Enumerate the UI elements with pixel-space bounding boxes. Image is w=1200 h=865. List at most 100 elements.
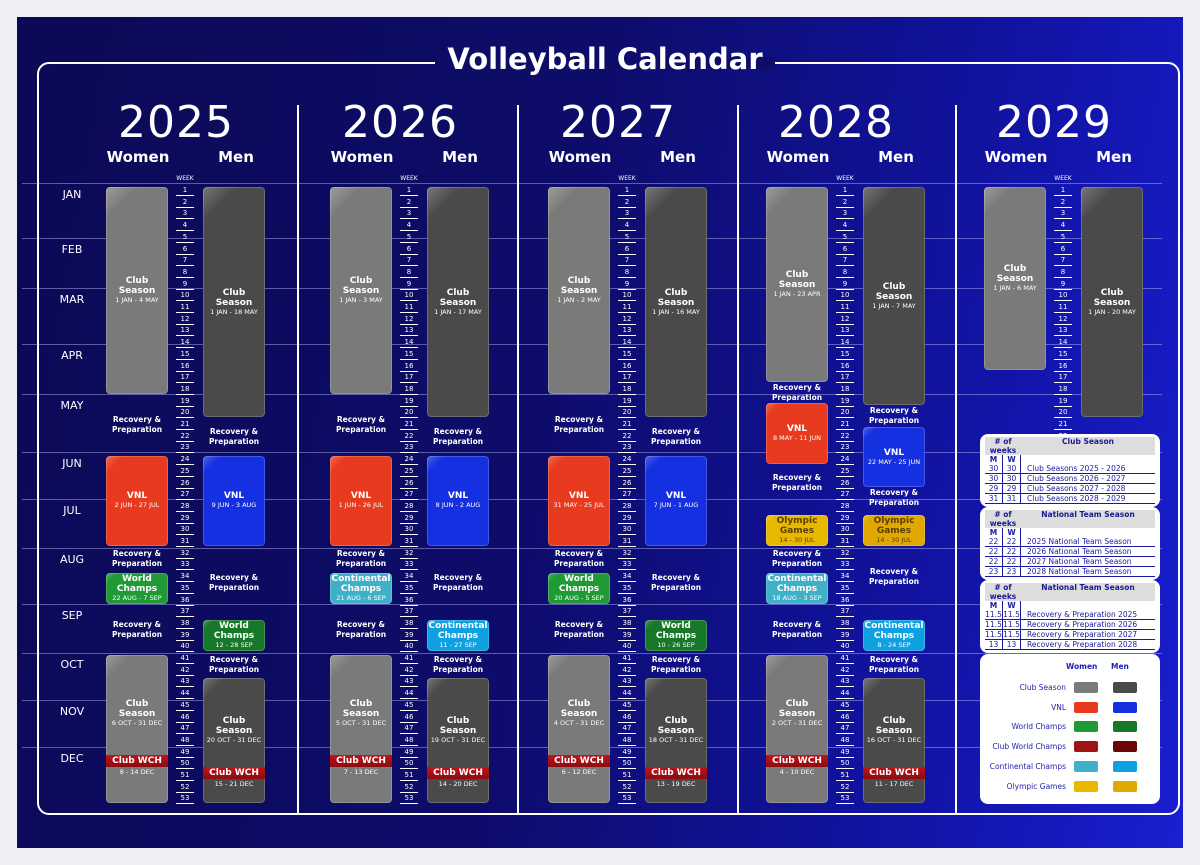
week-number: 47 xyxy=(836,723,854,735)
week-number: 1 xyxy=(400,185,418,196)
club-block-women[interactable]: Club Season 5 OCT - 31 DEC Club WCH 7 - 13 … xyxy=(330,655,392,804)
week-number: 24 xyxy=(618,454,636,466)
club-wch-band[interactable]: Club WCH 6 - 12 DEC xyxy=(548,755,610,777)
vnl-block-men[interactable]: VNL 22 MAY - 25 JUN xyxy=(863,426,925,488)
table-cell: 30 xyxy=(985,464,1003,473)
table-title: National Team Season xyxy=(1041,510,1135,519)
recovery-text: Recovery & Preparation xyxy=(111,619,163,639)
legend-swatch-men xyxy=(1113,741,1137,753)
worlds-block-women[interactable]: World Champs 20 AUG - 5 SEP xyxy=(548,573,610,605)
table-row: 30 30 Club Seasons 2025 - 2026 xyxy=(985,464,1155,474)
week-number: 38 xyxy=(618,618,636,629)
week-number: 22 xyxy=(618,431,636,442)
color-legend: Women Men Club Season VNL World Champs Club W… xyxy=(980,654,1160,804)
worlds-block-women[interactable]: World Champs 22 AUG - 7 SEP xyxy=(106,573,168,605)
week-number: 4 xyxy=(618,220,636,232)
month-divider xyxy=(22,183,1162,184)
recovery-text: Recovery & Preparation xyxy=(111,414,163,434)
vnl-block-women[interactable]: VNL 31 MAY - 25 JUL xyxy=(548,456,610,546)
recovery-text: Recovery & Preparation xyxy=(868,566,920,586)
event-dates: 4 OCT - 31 DEC xyxy=(553,719,605,728)
club-block-men[interactable]: Club Season 1 JAN - 20 MAY xyxy=(1081,187,1143,417)
week-number: 20 xyxy=(836,407,854,419)
vnl-block-men[interactable]: VNL 7 JUN - 1 AUG xyxy=(645,456,707,546)
club-block-men[interactable]: Club Season 20 OCT - 31 DEC Club WCH 15 - 2… xyxy=(203,678,265,804)
club-block-women[interactable]: Club Season 4 OCT - 31 DEC Club WCH 6 - 12 … xyxy=(548,655,610,804)
continental-block-men[interactable]: Continental Champs 11 - 27 SEP xyxy=(427,619,489,651)
week-number: 44 xyxy=(618,688,636,700)
week-number: 20 xyxy=(618,407,636,419)
club-block-men[interactable]: Club Season 1 JAN - 16 MAY xyxy=(645,187,707,417)
club-block-women[interactable]: Club Season 1 JAN - 4 MAY xyxy=(106,187,168,394)
club-wch-dates: 7 - 13 DEC xyxy=(343,768,379,777)
legend-row: VNL xyxy=(980,701,1160,715)
club-block-men[interactable]: Club Season 1 JAN - 18 MAY xyxy=(203,187,265,417)
continental-block-men[interactable]: Continental Champs 8 - 24 SEP xyxy=(863,619,925,651)
recovery-preparation-label: Recovery & Preparation xyxy=(98,549,176,569)
vnl-block-men[interactable]: VNL 9 JUN - 3 AUG xyxy=(203,456,265,546)
club-wch-band[interactable]: Club WCH 8 - 14 DEC xyxy=(106,755,168,777)
week-number: 24 xyxy=(176,454,194,466)
club-wch-band[interactable]: Club WCH 7 - 13 DEC xyxy=(330,755,392,777)
week-number: 22 xyxy=(176,431,194,442)
continental-block-women[interactable]: Continental Champs 21 AUG - 6 SEP xyxy=(330,573,392,605)
week-number: 17 xyxy=(836,372,854,384)
week-number: 15 xyxy=(618,349,636,360)
club-block-women[interactable]: Club Season 1 JAN - 2 MAY xyxy=(548,187,610,394)
vnl-block-women[interactable]: VNL 2 JUN - 27 JUL xyxy=(106,456,168,546)
club-block-men[interactable]: Club Season 1 JAN - 7 MAY xyxy=(863,187,925,406)
event-title: VNL xyxy=(350,491,372,502)
week-number: 33 xyxy=(176,559,194,571)
club-block-women[interactable]: Club Season 6 OCT - 31 DEC Club WCH 8 - 14 … xyxy=(106,655,168,804)
olympic-block-women[interactable]: Olympic Games 14 - 30 JUL xyxy=(766,514,828,546)
vnl-block-women[interactable]: VNL 8 MAY - 11 JUN xyxy=(766,403,828,464)
week-number: 20 xyxy=(1054,407,1072,419)
event-dates: 2 OCT - 31 DEC xyxy=(771,719,823,728)
club-wch-band[interactable]: Club WCH 13 - 19 DEC xyxy=(645,766,707,789)
week-number: 20 xyxy=(176,407,194,419)
worlds-block-men[interactable]: World Champs 12 - 28 SEP xyxy=(203,619,265,651)
table-cell: 2028 National Team Season xyxy=(1027,567,1132,576)
week-number: 3 xyxy=(1054,208,1072,220)
club-wch-band[interactable]: Club WCH 14 - 20 DEC xyxy=(427,766,489,789)
week-number: 14 xyxy=(1054,337,1072,349)
month-label-aug: AUG xyxy=(59,553,85,567)
event-title: Club Season xyxy=(118,699,156,720)
week-number: 42 xyxy=(836,665,854,676)
vnl-block-women[interactable]: VNL 1 JUN - 26 JUL xyxy=(330,456,392,546)
club-block-men[interactable]: Club Season 16 OCT - 31 DEC Club WCH 11 - 1… xyxy=(863,678,925,804)
week-number: 53 xyxy=(176,793,194,805)
worlds-block-men[interactable]: World Champs 10 - 26 SEP xyxy=(645,619,707,651)
club-wch-band[interactable]: Club WCH 4 - 10 DEC xyxy=(766,755,828,777)
week-number: 5 xyxy=(618,232,636,243)
m-header: M xyxy=(985,528,1003,537)
club-wch-label: Club WCH xyxy=(548,755,610,768)
legend-row: World Champs xyxy=(980,720,1160,734)
week-number: 15 xyxy=(176,349,194,360)
m-header: M xyxy=(985,601,1003,610)
club-block-men[interactable]: Club Season 18 OCT - 31 DEC Club WCH 13 - 1… xyxy=(645,678,707,804)
club-block-women[interactable]: Club Season 2 OCT - 31 DEC Club WCH 4 - 10 … xyxy=(766,655,828,804)
event-title: VNL xyxy=(665,491,687,502)
week-number: 36 xyxy=(836,595,854,606)
club-block-women[interactable]: Club Season 1 JAN - 23 APR xyxy=(766,187,828,382)
event-dates: 20 AUG - 5 SEP xyxy=(554,594,604,603)
club-block-men[interactable]: Club Season 19 OCT - 31 DEC Club WCH 14 - 2… xyxy=(427,678,489,804)
table-row: 23 23 2028 National Team Season xyxy=(985,567,1155,577)
legend-label: Olympic Games xyxy=(1006,781,1066,791)
club-wch-label: Club WCH xyxy=(863,766,925,779)
vnl-block-men[interactable]: VNL 8 JUN - 2 AUG xyxy=(427,456,489,546)
week-number: 7 xyxy=(836,255,854,267)
club-block-women[interactable]: Club Season 1 JAN - 3 MAY xyxy=(330,187,392,394)
club-block-women[interactable]: Club Season 1 JAN - 6 MAY xyxy=(984,187,1046,371)
club-wch-band[interactable]: Club WCH 15 - 21 DEC xyxy=(203,766,265,789)
olympic-block-men[interactable]: Olympic Games 14 - 30 JUL xyxy=(863,514,925,546)
week-number: 9 xyxy=(1054,279,1072,290)
week-number: 53 xyxy=(400,793,418,805)
week-number: 40 xyxy=(618,641,636,653)
continental-block-women[interactable]: Continental Champs 18 AUG - 3 SEP xyxy=(766,573,828,605)
recovery-preparation-label: Recovery & Preparation xyxy=(758,380,836,405)
club-wch-band[interactable]: Club WCH 11 - 17 DEC xyxy=(863,766,925,789)
club-block-men[interactable]: Club Season 1 JAN - 17 MAY xyxy=(427,187,489,417)
